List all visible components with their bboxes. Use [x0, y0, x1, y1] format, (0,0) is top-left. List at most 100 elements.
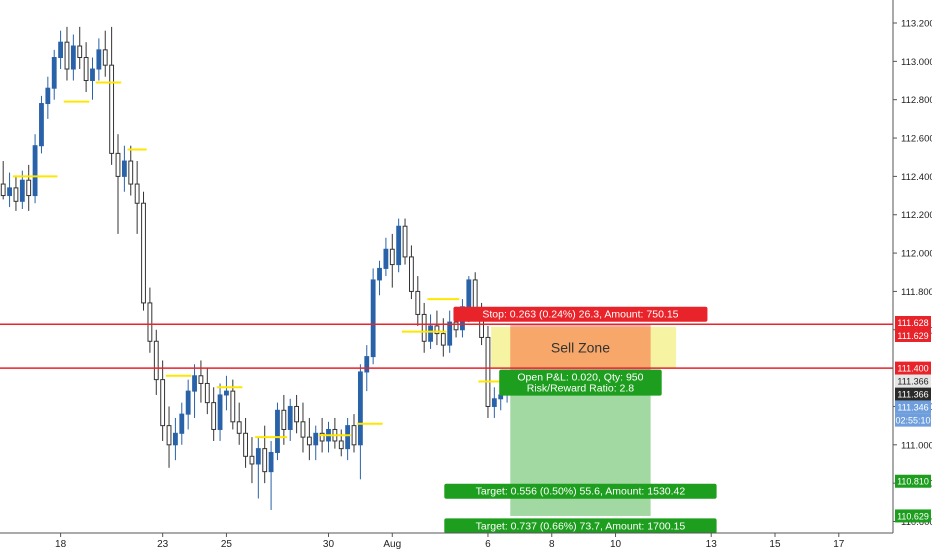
candle — [434, 310, 440, 346]
candle — [204, 368, 210, 415]
candle-body — [147, 302, 153, 342]
candle-body — [192, 375, 197, 392]
target1-label: Target: 0.556 (0.50%) 55.6, Amount: 1530… — [444, 483, 717, 499]
candle-body — [51, 57, 57, 89]
candle-body — [77, 45, 83, 59]
pnl-label-text: Risk/Reward Ratio: 2.8 — [527, 383, 635, 395]
candle — [51, 49, 57, 100]
candle — [287, 398, 293, 441]
candle-body — [409, 256, 414, 292]
price-tick-label: 112.800 — [901, 95, 932, 106]
candle-body — [70, 45, 76, 70]
candle — [389, 233, 395, 288]
price-tag-bg — [895, 413, 931, 427]
candle-body — [153, 340, 159, 381]
target2-label: Target: 0.737 (0.66%) 73.7, Amount: 1700… — [444, 518, 717, 534]
price-tag: 111.366 — [895, 387, 931, 401]
candle-body — [115, 152, 121, 177]
candle-body — [185, 390, 191, 415]
target2-label-text: Target: 0.737 (0.66%) 73.7, Amount: 1700… — [476, 520, 686, 532]
candle-body — [90, 68, 95, 82]
candle-body — [345, 425, 351, 450]
candle-body — [96, 49, 102, 70]
candle-body — [39, 103, 44, 147]
sell-zone-label: Sell Zone — [551, 340, 610, 356]
candle-body — [102, 49, 108, 66]
candle — [306, 417, 312, 461]
price-tag-bg — [895, 315, 931, 329]
candle-body — [364, 356, 370, 373]
candle-body — [402, 225, 408, 258]
price-tick-label: 112.400 — [901, 172, 932, 183]
candle — [153, 329, 159, 395]
candle — [383, 237, 389, 277]
candle-body — [249, 455, 255, 465]
candle — [179, 402, 185, 445]
position-labels: Stop: 0.263 (0.24%) 26.3, Amount: 750.15… — [444, 306, 717, 534]
candle — [415, 276, 421, 326]
price-tick-label: 113.000 — [901, 57, 932, 68]
sell-zone-overlap — [510, 326, 651, 369]
price-tick-label: 112.600 — [901, 134, 932, 145]
price-tag-text: 02:55:10 — [895, 416, 930, 426]
candle-body — [179, 413, 185, 434]
candle-body — [306, 436, 312, 446]
price-tag-text: 111.346 — [897, 403, 928, 413]
candle — [39, 95, 44, 154]
price-tag: 110.810 — [895, 474, 931, 488]
candle-body — [268, 451, 274, 473]
level-markers — [12, 81, 504, 439]
candle — [77, 26, 83, 70]
candle-body — [7, 187, 12, 197]
candle — [70, 34, 76, 81]
price-tag-bg — [895, 328, 931, 342]
candle — [396, 218, 402, 273]
candle — [147, 287, 153, 353]
candle-body — [453, 321, 459, 331]
candle — [64, 26, 70, 81]
time-tick-label: 8 — [549, 539, 555, 550]
candle — [13, 176, 19, 211]
price-tag-text: 111.400 — [897, 364, 928, 374]
candle — [217, 383, 223, 441]
candle — [370, 268, 376, 365]
candle — [0, 161, 6, 200]
candle — [268, 440, 274, 510]
candle-body — [370, 279, 376, 358]
candle — [351, 414, 357, 453]
price-tag: 111.629 — [895, 328, 931, 342]
candle-body — [255, 448, 261, 465]
price-tag: 02:55:10 — [895, 413, 931, 427]
price-tag-bg — [895, 387, 931, 401]
candle — [128, 145, 134, 196]
candle-body — [32, 145, 38, 197]
candle-body — [160, 379, 166, 427]
candle-body — [383, 248, 389, 269]
candle-body — [485, 336, 491, 407]
time-tick-label: 18 — [55, 539, 67, 550]
candle-body — [13, 187, 19, 202]
candle — [313, 425, 319, 461]
time-tick-label: 23 — [157, 539, 169, 550]
candle-body — [428, 325, 433, 342]
candle-body — [377, 267, 382, 281]
candle — [58, 30, 64, 70]
target1-label-text: Target: 0.556 (0.50%) 55.6, Amount: 1530… — [476, 486, 686, 498]
candle — [421, 302, 427, 353]
price-tick-label: 113.200 — [901, 19, 932, 30]
candle-body — [472, 279, 478, 312]
horizontal-lines[interactable] — [0, 323, 893, 369]
candle-body — [83, 57, 89, 82]
candle — [409, 245, 414, 300]
price-tick-label: 111.000 — [901, 440, 932, 451]
candle — [134, 161, 140, 234]
candle — [26, 164, 32, 211]
candle-body — [294, 405, 300, 423]
candle-body — [466, 279, 472, 308]
time-tick-label: 6 — [485, 539, 491, 550]
